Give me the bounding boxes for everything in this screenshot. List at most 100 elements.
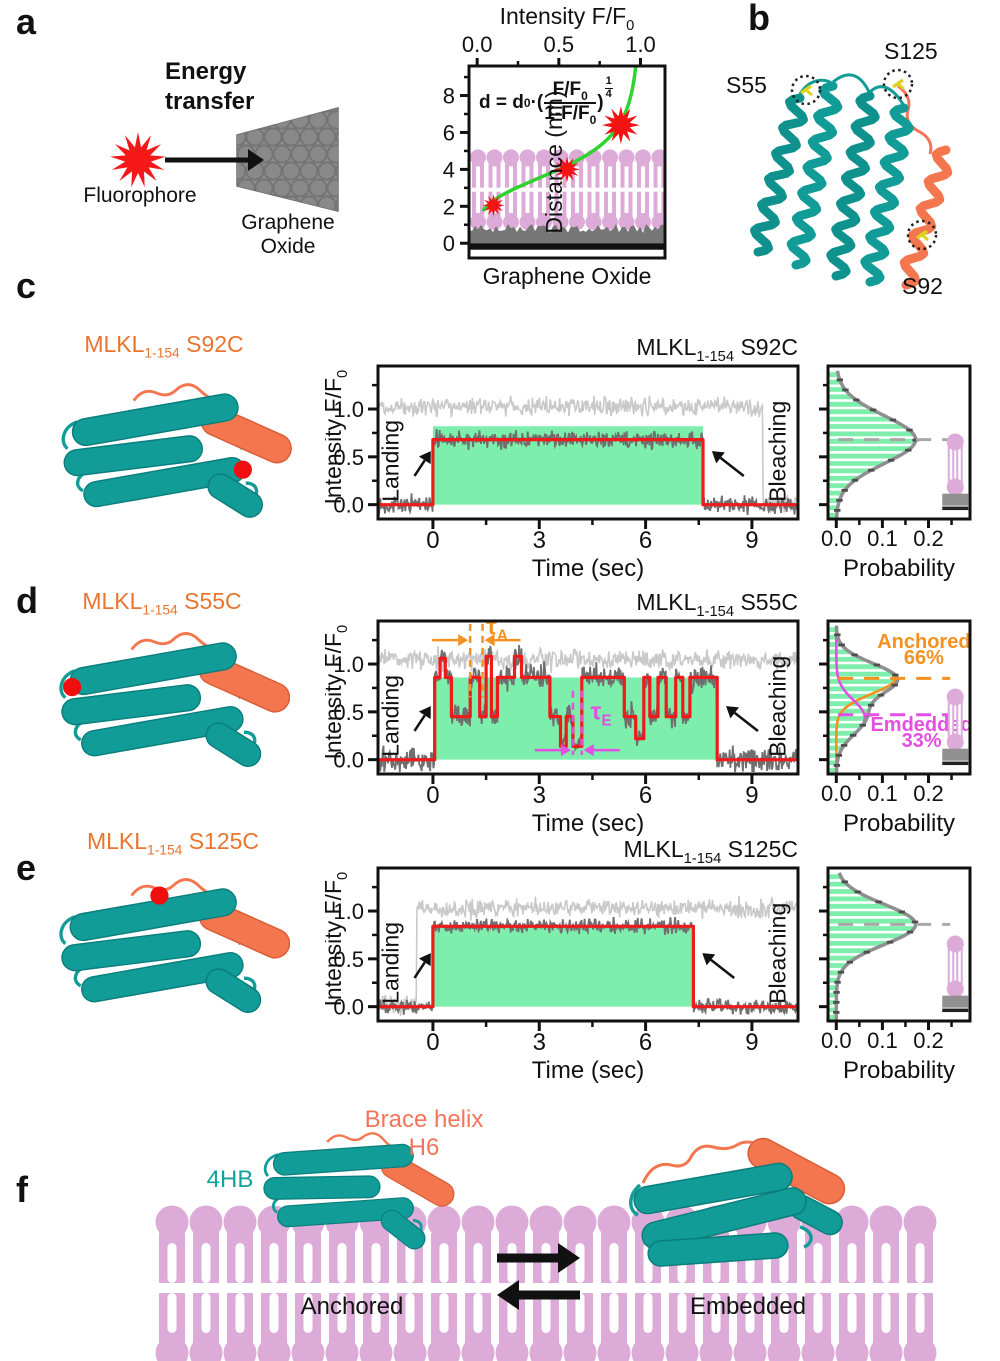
rect	[575, 1293, 585, 1333]
helix-ribbon	[899, 145, 953, 290]
data-marker	[875, 900, 882, 904]
rect	[235, 1293, 245, 1333]
graphene-line2: Oxide	[260, 235, 316, 259]
population-name-label: Anchored	[877, 631, 970, 653]
y-tick-label: 6	[443, 120, 455, 145]
graphene-line1: Graphene	[241, 211, 335, 234]
lipid-head	[257, 1336, 291, 1361]
circle	[237, 178, 256, 198]
x-tick-label: 0.0	[821, 781, 852, 806]
residue-label-s92: S92	[902, 273, 943, 299]
rect	[608, 191, 612, 213]
rect	[881, 1293, 891, 1333]
graphene-baseline	[469, 243, 665, 250]
helix-ribbon	[860, 103, 914, 287]
lipid-head	[461, 1205, 495, 1239]
rect	[303, 1293, 313, 1333]
path	[832, 73, 872, 95]
rect	[591, 191, 596, 213]
data-marker	[834, 508, 841, 512]
rect	[624, 166, 629, 188]
data-marker	[867, 703, 875, 707]
circle	[245, 108, 265, 113]
rect	[609, 1243, 619, 1283]
y-axis-title: Intensity F/F0	[325, 370, 351, 505]
arrow-shaft	[413, 714, 426, 732]
circle	[245, 127, 265, 147]
rect	[847, 1243, 857, 1283]
x-tick-label: 0	[426, 782, 439, 809]
fluorophore-dot-s92	[233, 460, 252, 479]
data-marker	[836, 498, 843, 502]
circle	[290, 178, 310, 198]
rect	[473, 1243, 483, 1283]
arrow-head	[248, 149, 264, 171]
x-tick-label: 0.2	[913, 781, 944, 806]
tspan: Intensity F/F	[325, 633, 346, 760]
circle	[254, 178, 274, 198]
brace-h6-label: H6	[408, 1134, 440, 1161]
data-marker	[859, 723, 866, 727]
circle	[345, 179, 362, 196]
data-marker	[837, 970, 845, 974]
panel-letter-d: d	[16, 580, 38, 621]
y-tick-label: 4	[443, 157, 455, 182]
event-region	[432, 926, 694, 1007]
y-tick-label: 1.0	[333, 397, 364, 422]
rect	[542, 191, 546, 213]
rect	[608, 166, 612, 188]
tspan: Intensity F/F	[500, 3, 627, 29]
lipid-head	[869, 1336, 903, 1361]
lipid-icon-tail	[947, 446, 955, 483]
x-tick-label: 0.1	[867, 526, 898, 551]
data-marker	[833, 1010, 840, 1014]
plot-area	[378, 623, 798, 773]
trace-title: MLKL1-154 S92C	[636, 334, 798, 365]
rect	[525, 191, 530, 213]
y-tick-label: 0.5	[333, 700, 364, 725]
lipid-head	[835, 1205, 869, 1239]
lipid-head	[869, 1205, 903, 1239]
tspan: S92C	[734, 334, 798, 360]
variant-label-s92c: MLKL1-154 S92C	[84, 331, 244, 361]
data-marker	[853, 398, 860, 402]
rect	[624, 191, 629, 213]
lipid-head	[529, 1336, 563, 1361]
data-marker	[841, 880, 848, 884]
arrow-head	[726, 706, 740, 719]
residue-label-s125: S125	[884, 38, 938, 64]
population-name-label: Emdedded	[870, 714, 972, 736]
data-marker	[898, 910, 905, 914]
circle	[263, 127, 283, 147]
data-marker	[906, 930, 914, 934]
data-marker	[851, 478, 859, 482]
data-marker	[850, 733, 857, 737]
brace-helix-label: Brace helix	[364, 1106, 484, 1133]
circle	[317, 161, 337, 181]
x-tick-label: 6	[639, 1029, 652, 1056]
rect	[473, 1293, 483, 1333]
circle	[308, 144, 328, 164]
y-tick-label: 0.0	[333, 493, 364, 518]
formula-den: 1-F/F0	[544, 102, 597, 128]
x-tick-label: 6	[639, 782, 652, 809]
fourhb-label: 4HB	[206, 1166, 254, 1193]
lipid-head	[470, 149, 486, 166]
rect	[405, 1293, 415, 1333]
distance-formula: d = d 0 ·( F/F0 1-F/F0 ) 1 4	[479, 76, 613, 128]
energy-diagram	[110, 107, 362, 212]
lipid-head	[461, 1336, 495, 1361]
circle	[308, 178, 328, 198]
top-axis-title: Intensity F/F0	[500, 3, 635, 34]
axis-box	[826, 866, 972, 1023]
plot-area	[469, 66, 665, 250]
data-marker	[911, 920, 919, 924]
lipid-head	[155, 1336, 189, 1361]
circle	[335, 161, 338, 181]
tspan: A	[497, 627, 508, 644]
axis-box	[376, 619, 800, 776]
x-tick-label: 0	[426, 1029, 439, 1056]
rect	[813, 1243, 823, 1283]
fluorophore-dot-s55	[62, 677, 82, 697]
